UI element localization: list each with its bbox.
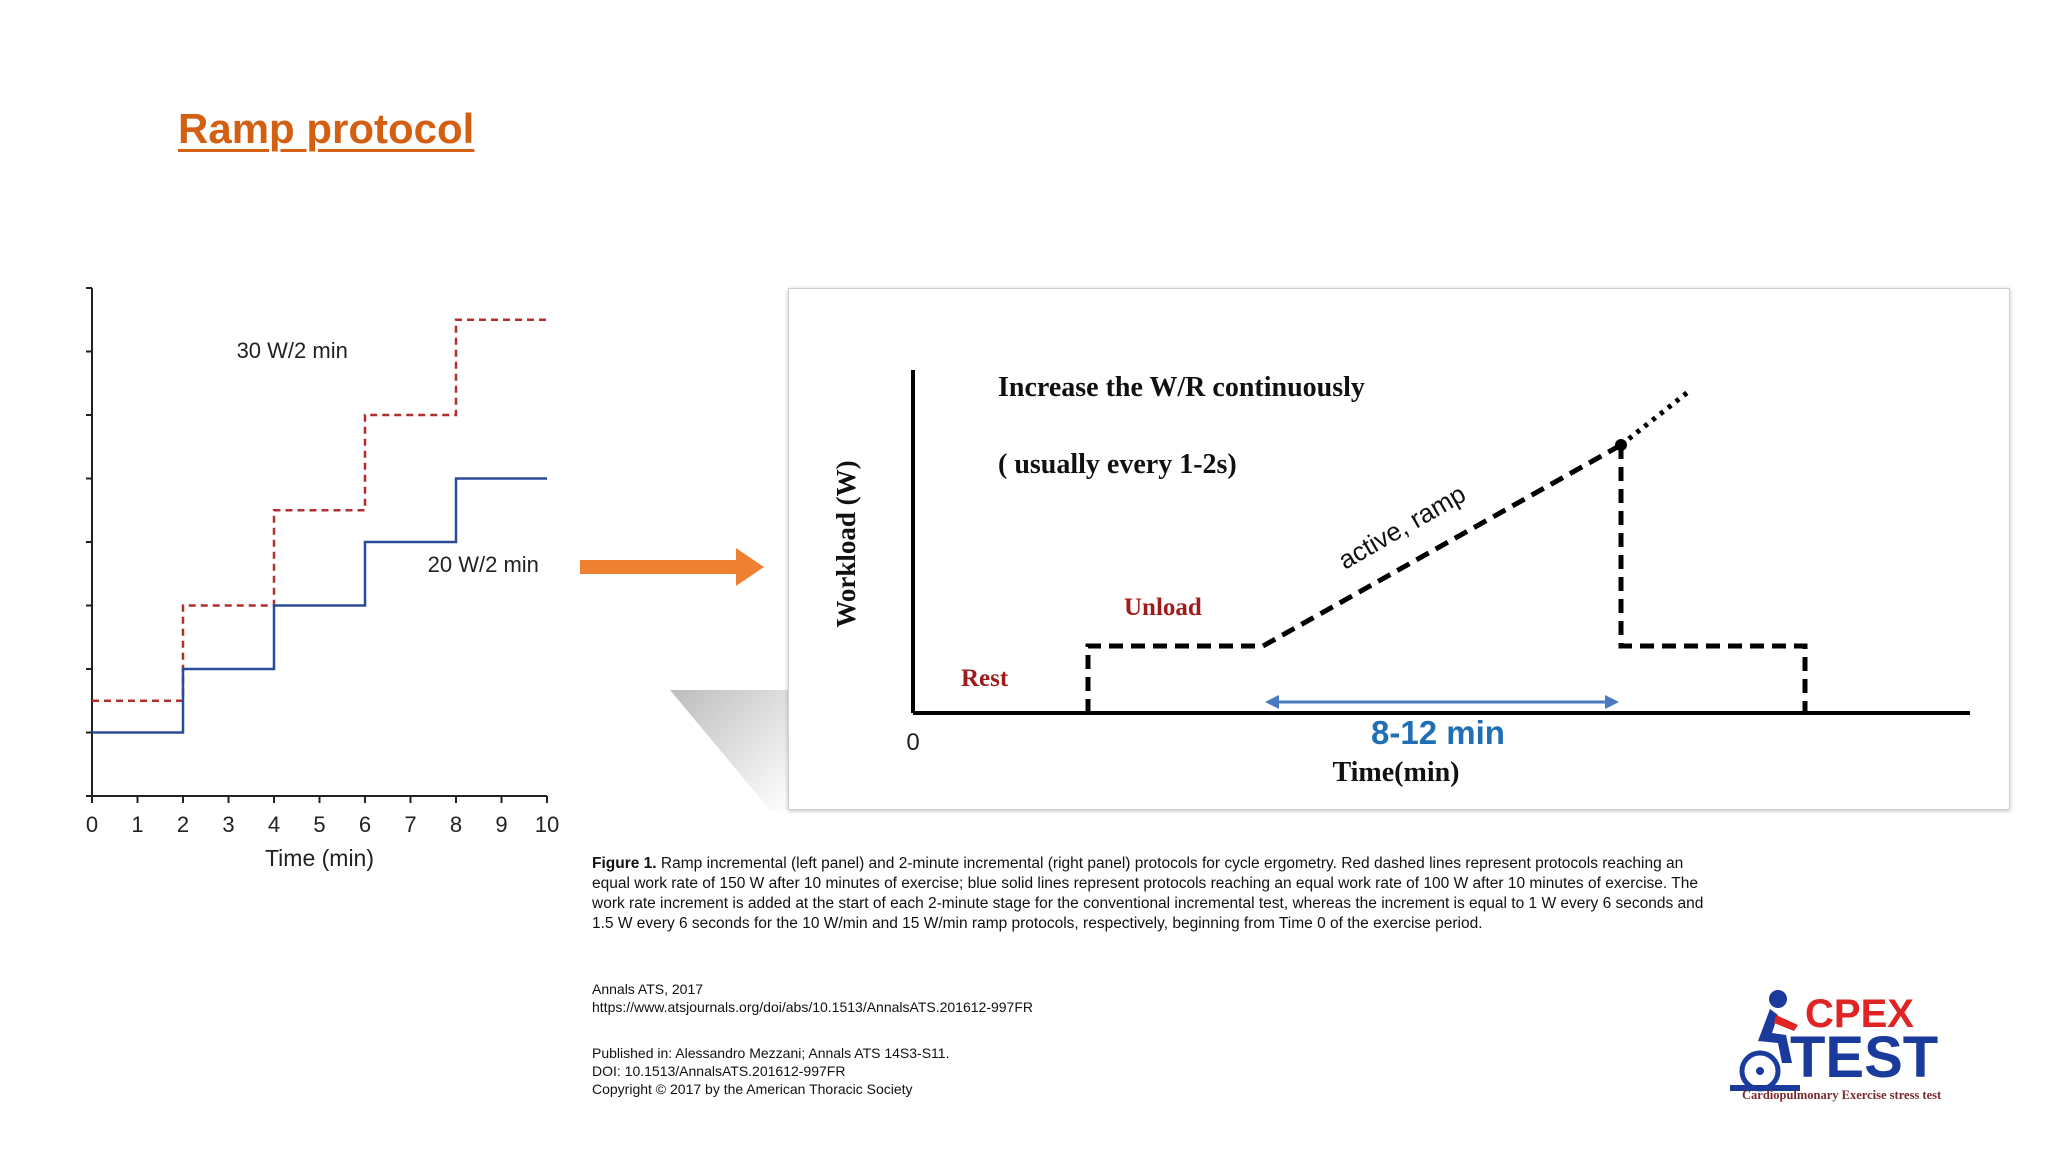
series-label-20w: 20 W/2 min <box>428 552 539 577</box>
slide-title: Ramp protocol <box>178 105 475 152</box>
step-protocol-chart: 0 1 2 3 4 5 6 7 8 9 10 Time (min) 30 W/2 min 20 W/2 … <box>86 287 559 871</box>
x-tick-label: 0 <box>86 812 98 837</box>
x-axis-label: Time(min) <box>1332 757 1459 788</box>
citation-block: Published in: Alessandro Mezzani; Annals… <box>592 1044 949 1098</box>
origin-label: 0 <box>906 729 919 756</box>
caption-text: Ramp incremental (left panel) and 2-minu… <box>592 855 1704 932</box>
x-tick-label: 4 <box>268 812 280 837</box>
ramp-protocol-chart: Increase the W/R continuously ( usually e… <box>831 370 1970 788</box>
ramp-panel <box>788 288 2010 810</box>
x-tick-label: 9 <box>495 812 507 837</box>
cyclist-icon <box>1730 990 1800 1092</box>
ramp-extension-dotted <box>1619 390 1690 447</box>
reference-source: Annals ATS, 2017 <box>592 981 704 997</box>
series-30w-line <box>92 318 547 702</box>
citation-copyright: Copyright © 2017 by the American Thoraci… <box>592 1081 913 1097</box>
duration-arrow-right-head <box>1605 695 1619 709</box>
figure-caption: Figure 1. Ramp incremental (left panel) … <box>592 854 1712 934</box>
reference-block: Annals ATS, 2017 https://www.atsjournals… <box>592 980 1033 1016</box>
annotation-headline: Increase the W/R continuously <box>998 372 1365 403</box>
annotation-subline: ( usually every 1-2s) <box>998 449 1237 480</box>
series-label-30w: 30 W/2 min <box>237 338 348 363</box>
arrow-right-icon <box>580 548 764 586</box>
caption-label: Figure 1. <box>592 855 657 872</box>
ramp-label: active, ramp <box>1333 478 1471 575</box>
y-axis-label: Workload (W) <box>831 460 861 627</box>
x-tick-label: 10 <box>535 812 559 837</box>
x-tick-label: 7 <box>404 812 416 837</box>
x-axis-label: Time (min) <box>265 845 374 871</box>
ramp-segment <box>1261 442 1623 649</box>
x-tick-label: 8 <box>450 812 462 837</box>
logo-word-cpex: CPEX <box>1805 992 1914 1036</box>
x-tick-label: 1 <box>131 812 143 837</box>
x-tick-label: 2 <box>177 812 189 837</box>
x-tick-label: 5 <box>313 812 325 837</box>
reference-url[interactable]: https://www.atsjournals.org/doi/abs/10.1… <box>592 999 1033 1015</box>
cpex-test-logo: CPEX TEST Cardiopulmonary Exercise stres… <box>1730 990 1942 1102</box>
duration-label: 8-12 min <box>1371 714 1505 751</box>
duration-arrow-left-head <box>1265 695 1279 709</box>
citation-doi: DOI: 10.1513/AnnalsATS.201612-997FR <box>592 1063 846 1079</box>
unload-label: Unload <box>1124 594 1202 621</box>
x-tick-label: 3 <box>222 812 234 837</box>
x-tick-label: 6 <box>359 812 371 837</box>
citation-published: Published in: Alessandro Mezzani; Annals… <box>592 1045 950 1061</box>
series-20w-line <box>92 477 547 734</box>
unload-segment <box>1085 643 1263 713</box>
logo-tagline: Cardiopulmonary Exercise stress test <box>1742 1088 1942 1102</box>
panel-shadow <box>670 690 790 810</box>
rest-label: Rest <box>961 665 1009 692</box>
recovery-segment <box>1618 445 1808 713</box>
logo-word-test: TEST <box>1790 1025 1938 1090</box>
